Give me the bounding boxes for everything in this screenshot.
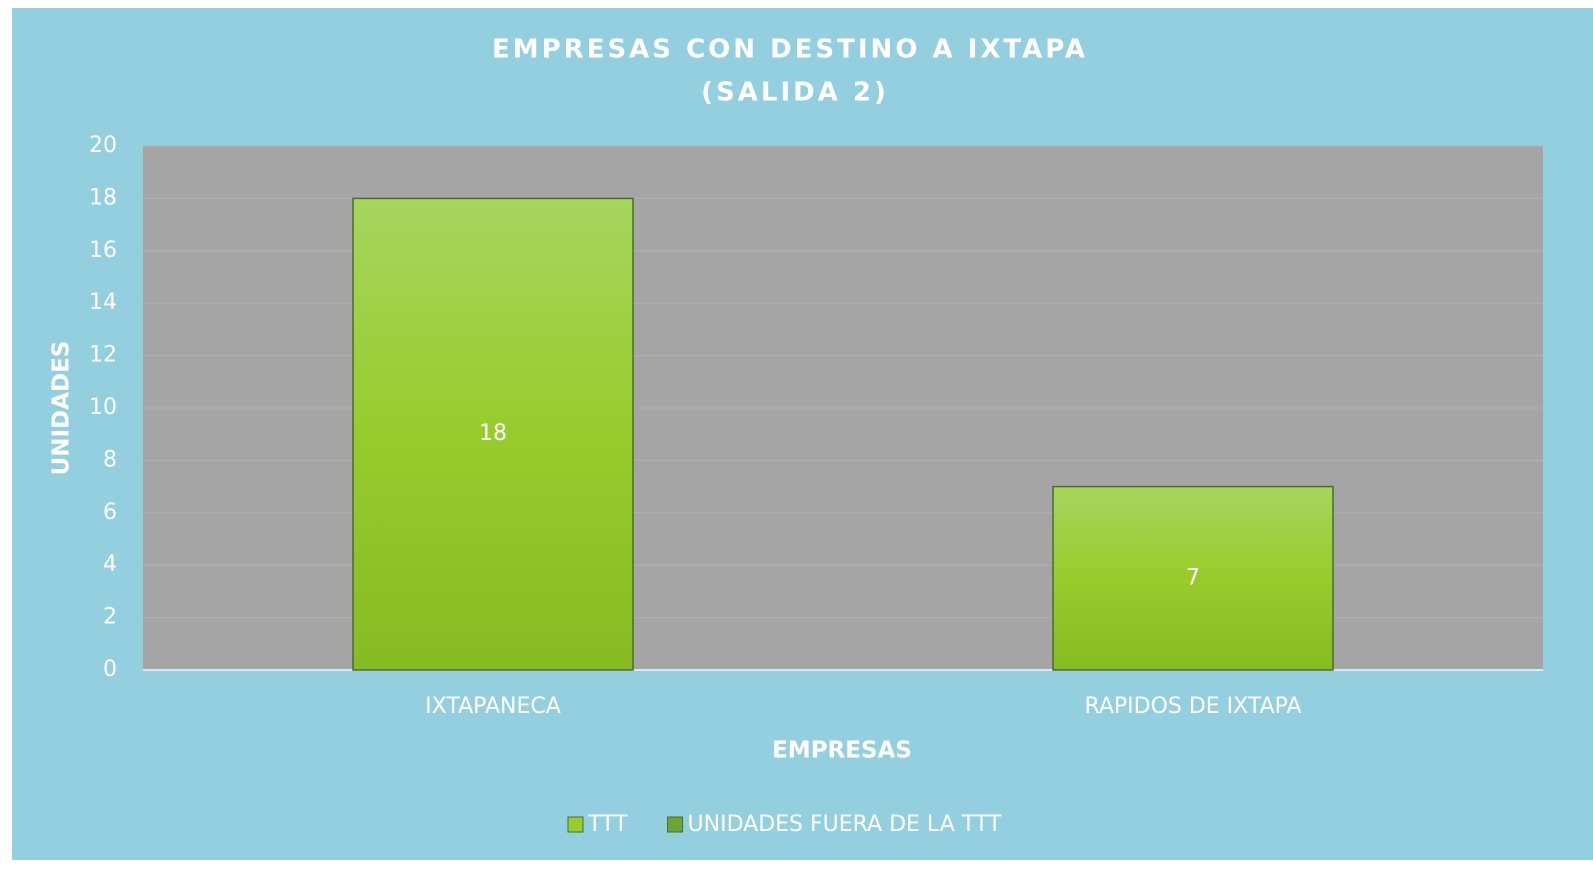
data-label: 7 [1186,565,1200,590]
y-tick-label: 8 [103,447,117,472]
chart-subtitle: (SALIDA 2) [701,78,889,108]
y-tick-label: 2 [103,605,117,630]
y-tick-label: 12 [89,343,117,368]
bar [352,197,634,671]
x-tick-label: IXTAPANECA [425,694,561,719]
y-tick-label: 6 [103,500,117,525]
x-axis-title: EMPRESAS [772,738,912,764]
x-tick-label: RAPIDOS DE IXTAPA [1084,694,1301,719]
legend-swatch [567,816,584,833]
bar [1052,485,1334,671]
data-label: 18 [479,421,507,446]
legend-swatch [667,816,684,833]
y-axis-title: UNIDADES [49,341,75,476]
y-tick-label: 16 [89,238,117,263]
y-tick-label: 4 [103,552,117,577]
legend-label: UNIDADES FUERA DE LA TTT [688,812,1002,837]
y-tick-label: 14 [89,290,117,315]
y-tick-label: 0 [103,657,117,682]
y-tick-label: 10 [89,395,117,420]
y-tick-label: 18 [89,185,117,210]
legend-label: TTT [587,812,628,837]
y-tick-label: 20 [89,133,117,158]
chart-title: EMPRESAS CON DESTINO A IXTAPA [492,35,1088,65]
